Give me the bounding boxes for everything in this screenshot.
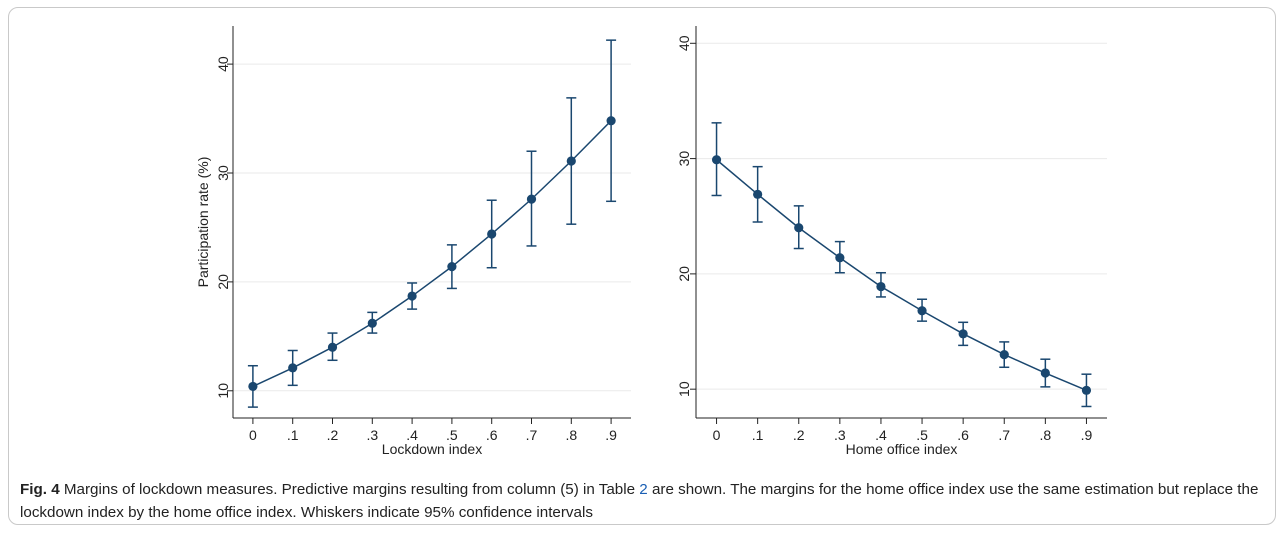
data-point bbox=[876, 281, 886, 292]
data-point bbox=[794, 223, 804, 233]
table-reference-link[interactable]: 2 bbox=[639, 481, 648, 498]
x-tick-label: .4 bbox=[875, 427, 887, 443]
y-axis-title: Participation rate (%) bbox=[195, 157, 211, 288]
data-point bbox=[487, 229, 497, 239]
x-tick-label: .6 bbox=[486, 427, 498, 443]
y-tick-label: 40 bbox=[676, 35, 692, 51]
y-tick-label: 10 bbox=[676, 381, 692, 397]
data-point bbox=[367, 318, 377, 328]
y-tick-label: 40 bbox=[215, 56, 231, 72]
caption-figure-label: Fig. 4 bbox=[20, 481, 60, 498]
x-tick-label: .5 bbox=[916, 427, 928, 443]
x-tick-label: .7 bbox=[998, 427, 1010, 443]
x-tick-label: 0 bbox=[713, 427, 721, 443]
x-tick-label: .9 bbox=[1081, 427, 1093, 443]
x-tick-label: .1 bbox=[752, 427, 764, 443]
y-tick-label: 20 bbox=[215, 274, 231, 290]
chart-panel-home-office: 10 20 30 40 0 .1 .2 .3 .4 .5 .6 .7 .8 .9 Home office i… bbox=[676, 26, 1107, 457]
x-tick-label: .2 bbox=[327, 427, 339, 443]
x-tick-label: 0 bbox=[249, 427, 257, 443]
data-point bbox=[447, 262, 457, 272]
y-tick-label: 10 bbox=[215, 383, 231, 399]
x-tick-label: .6 bbox=[957, 427, 969, 443]
caption-text-part-1: Margins of lockdown measures. Predictive… bbox=[59, 481, 640, 498]
figure-frame bbox=[8, 7, 1276, 525]
y-tick-label: 20 bbox=[676, 266, 692, 282]
data-point bbox=[407, 291, 417, 301]
x-tick-label: .3 bbox=[366, 427, 378, 443]
data-point bbox=[1081, 385, 1092, 395]
x-tick-label: .4 bbox=[406, 427, 418, 443]
x-tick-label: .8 bbox=[1040, 427, 1052, 443]
x-tick-label: .5 bbox=[446, 427, 458, 443]
x-tick-label: .2 bbox=[793, 427, 805, 443]
series-line bbox=[716, 159, 1087, 392]
x-tick-label: .7 bbox=[526, 427, 538, 443]
series-line bbox=[252, 120, 612, 388]
x-tick-label: .9 bbox=[605, 427, 617, 443]
data-point bbox=[835, 253, 845, 263]
x-axis-title: Home office index bbox=[846, 441, 958, 457]
chart-panel-lockdown: 10 20 30 40 0 .1 .2 .3 .4 .5 .6 .7 .8 .9 Lockdown inde… bbox=[195, 26, 631, 457]
data-point bbox=[1040, 368, 1050, 378]
data-point bbox=[327, 342, 338, 352]
figure-caption: Fig. 4 Margins of lockdown measures. Pre… bbox=[20, 478, 1260, 524]
x-tick-label: .1 bbox=[287, 427, 299, 443]
figure-charts: 10 20 30 40 0 .1 .2 .3 .4 .5 .6 .7 .8 .9 Lockdown inde… bbox=[195, 26, 1107, 457]
x-axis-title: Lockdown index bbox=[382, 441, 482, 457]
data-point bbox=[753, 189, 763, 199]
data-point bbox=[248, 381, 258, 392]
data-point bbox=[288, 363, 298, 373]
data-point bbox=[999, 349, 1009, 360]
data-point bbox=[566, 156, 576, 166]
y-tick-label: 30 bbox=[215, 165, 231, 181]
x-tick-label: .3 bbox=[834, 427, 846, 443]
data-point bbox=[958, 329, 968, 339]
data-point bbox=[917, 306, 927, 316]
data-point bbox=[711, 155, 722, 165]
x-tick-label: .8 bbox=[565, 427, 577, 443]
data-point bbox=[606, 116, 616, 126]
caption-text-part-2: are shown. The margins for the home offi… bbox=[20, 481, 1259, 521]
data-point bbox=[526, 194, 537, 204]
y-tick-label: 30 bbox=[676, 151, 692, 167]
